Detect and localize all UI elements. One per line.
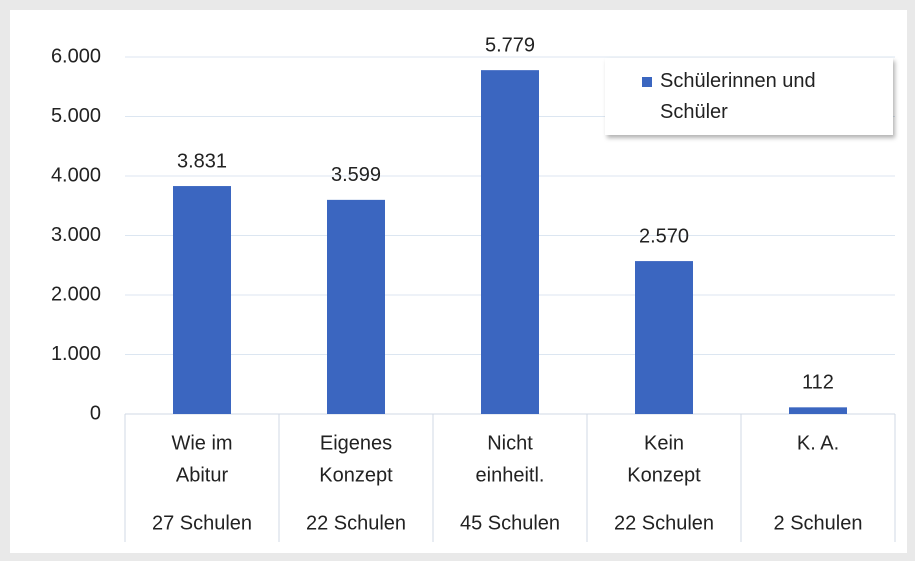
data-label: 3.831: [177, 150, 227, 172]
bar: [789, 407, 847, 414]
y-tick-label: 1.000: [51, 343, 101, 365]
data-label: 112: [802, 372, 834, 394]
x-tick-label: Abitur: [176, 464, 229, 486]
x-tick-label: Konzept: [627, 464, 701, 486]
x-group-label: 22 Schulen: [614, 512, 714, 534]
x-group-label: 22 Schulen: [306, 512, 406, 534]
y-tick-label: 2.000: [51, 283, 101, 305]
data-label: 5.779: [485, 34, 535, 56]
x-group-label: 45 Schulen: [460, 512, 560, 534]
x-tick-label: K. A.: [797, 432, 839, 454]
y-tick-label: 6.000: [51, 45, 101, 67]
legend-label: Schülerinnen und Schüler: [660, 70, 816, 123]
data-label: 3.599: [331, 164, 381, 186]
bar: [481, 70, 539, 414]
bar: [635, 261, 693, 414]
x-tick-label: Eigenes: [320, 432, 392, 454]
legend-box: [605, 58, 893, 135]
x-tick-label: einheitl.: [476, 464, 545, 486]
x-tick-label: Nicht: [487, 432, 533, 454]
y-tick-label: 0: [90, 402, 101, 424]
y-tick-label: 3.000: [51, 224, 101, 246]
bar: [327, 199, 385, 414]
x-tick-label: Kein: [644, 432, 684, 454]
y-tick-label: 5.000: [51, 105, 101, 127]
x-group-label: 2 Schulen: [774, 512, 863, 534]
bar: [173, 186, 231, 414]
legend-entry: Schülerinnen und Schüler: [660, 70, 816, 123]
x-group-label: 27 Schulen: [152, 512, 252, 534]
data-label: 2.570: [639, 225, 689, 247]
y-tick-label: 4.000: [51, 164, 101, 186]
legend-swatch: [642, 77, 652, 87]
x-tick-label: Wie im: [171, 432, 232, 454]
x-tick-label: Konzept: [319, 464, 393, 486]
